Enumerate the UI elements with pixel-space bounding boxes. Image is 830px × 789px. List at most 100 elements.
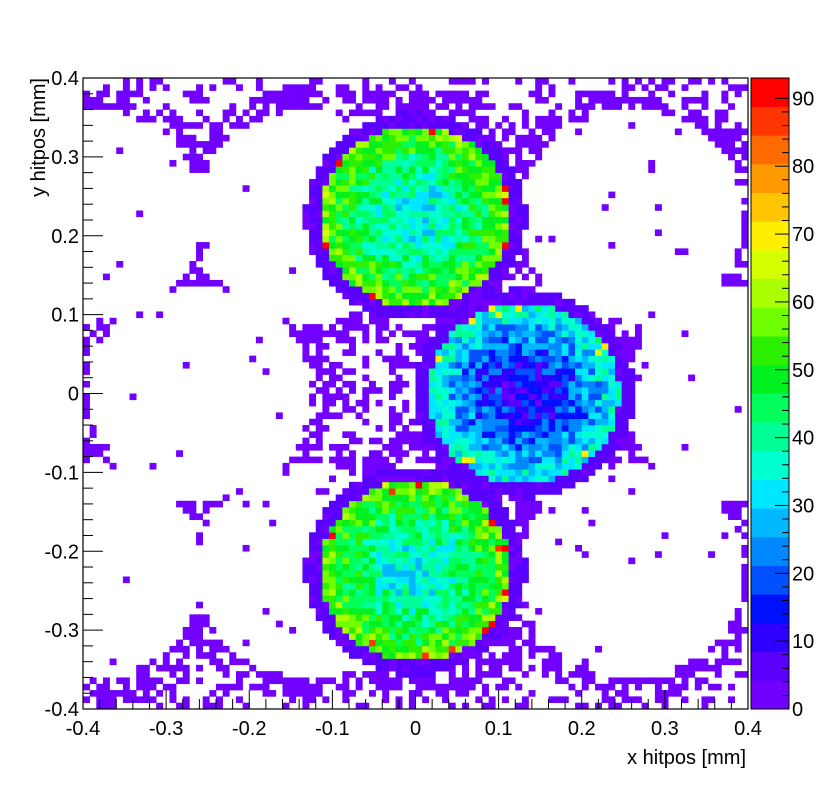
histogram-bin [608,462,616,470]
histogram-bin [561,677,569,685]
histogram-bin [462,330,469,338]
histogram-bin [109,696,117,703]
histogram-bin [362,305,370,312]
histogram-bin [741,532,749,539]
histogram-bin [488,336,496,344]
histogram-bin [109,690,117,697]
histogram-bin [468,368,476,375]
histogram-bin [495,355,503,363]
histogram-bin [442,286,450,293]
histogram-bin [422,589,430,596]
histogram-bin [335,197,343,205]
histogram-bin [588,450,596,457]
histogram-bin [588,311,596,319]
histogram-bin [468,343,476,350]
histogram-bin [422,677,430,685]
histogram-bin [442,513,450,520]
histogram-bin [402,267,410,274]
histogram-bin [515,538,523,546]
histogram-bin [349,235,356,243]
histogram-bin [541,475,549,483]
histogram-bin [395,298,403,306]
histogram-bin [375,620,383,628]
histogram-bin [555,330,563,338]
histogram-bin [442,608,450,615]
histogram-bin [515,260,523,268]
histogram-bin [322,387,330,394]
histogram-bin [242,500,250,508]
histogram-bin [501,260,509,268]
histogram-bin [694,677,702,685]
histogram-bin [375,469,383,476]
histogram-bin [136,90,144,98]
histogram-bin [136,683,144,691]
histogram-bin [495,267,503,274]
histogram-bin [442,355,450,363]
histogram-bin [335,551,343,558]
histogram-bin [189,260,197,268]
histogram-bin [521,109,529,117]
histogram-bin [329,267,336,274]
histogram-bin [568,355,576,363]
histogram-bin [495,223,503,230]
histogram-bin [362,519,370,527]
histogram-bin [428,664,436,672]
histogram-bin [83,103,90,110]
histogram-bin [442,690,450,697]
histogram-bin [475,305,483,312]
histogram-bin [289,324,297,331]
histogram-bin [309,235,317,243]
histogram-bin [508,286,516,293]
histogram-bin [475,450,483,457]
histogram-bin [455,412,463,420]
histogram-bin [482,153,489,161]
histogram-bin [388,380,396,388]
histogram-bin [468,481,476,489]
histogram-bin [442,652,450,659]
histogram-bin [428,324,436,331]
histogram-bin [89,690,97,697]
histogram-bin [588,90,596,98]
histogram-bin [495,425,503,432]
histogram-bin [335,589,343,596]
color-scale-label: 0 [792,699,803,721]
histogram-bin [282,90,290,98]
histogram-bin [435,166,443,173]
histogram-bin [415,551,423,558]
histogram-bin [322,412,330,420]
histogram-bin [342,292,350,300]
histogram-bin [555,538,563,546]
histogram-bin [428,210,436,218]
histogram-bin [448,128,456,136]
histogram-bin [362,204,370,211]
histogram-bin [528,298,536,306]
histogram-bin [535,462,543,470]
histogram-bin [448,595,456,603]
histogram-bin [196,664,203,672]
histogram-bin [515,626,523,634]
histogram-bin [375,134,383,142]
histogram-bin [368,273,376,281]
histogram-bin [362,254,370,262]
histogram-bin [455,532,463,539]
histogram-bin [508,191,516,199]
histogram-bin [442,160,450,167]
histogram-bin [355,563,363,571]
histogram-bin [182,671,190,678]
histogram-bin [422,191,430,199]
histogram-bin [734,507,742,514]
histogram-bin [601,387,609,394]
histogram-bin [548,645,556,653]
histogram-bin [335,462,343,470]
histogram-bin [375,671,383,678]
histogram-bin [435,538,443,546]
histogram-bin [315,425,323,432]
histogram-bin [721,507,729,514]
histogram-bin [315,349,323,356]
histogram-bin [428,305,436,312]
histogram-bin [368,507,376,514]
histogram-bin [335,633,343,640]
histogram-bin [362,84,370,91]
histogram-bin [362,557,370,565]
histogram-bin [329,500,336,508]
